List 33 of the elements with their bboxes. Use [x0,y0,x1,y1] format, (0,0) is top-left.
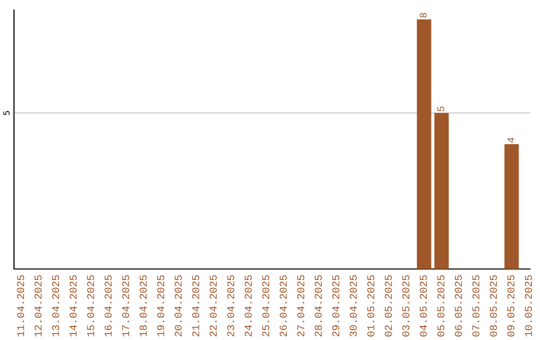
x-tick-label: 01.05.2025 [367,275,374,336]
x-tick-label: 16.04.2025 [104,275,112,336]
x-tick-label: 13.04.2025 [52,275,60,336]
x-tick-label: 29.04.2025 [332,275,340,336]
x-tick-label: 11.04.2025 [17,275,24,336]
x-tick-label: 15.04.2025 [87,275,94,336]
x-tick-label: 10.05.2025 [524,275,532,336]
data-label: 4 [507,138,514,143]
x-tick-label: 18.04.2025 [140,275,147,336]
x-tick-label: 22.04.2025 [210,275,217,336]
x-tick-label: 12.04.2025 [34,275,42,336]
x-tick-label: 21.04.2025 [192,275,200,336]
x-tick-label: 26.04.2025 [280,275,287,336]
x-tick-label: 27.04.2025 [297,275,304,336]
x-tick-label: 14.04.2025 [70,275,77,336]
x-tick-label: 30.04.2025 [350,275,357,336]
x-tick-label: 06.05.2025 [454,275,462,336]
x-tick-label: 03.05.2025 [402,275,410,336]
x-tick-label: 08.05.2025 [490,275,497,336]
x-tick-label: 17.04.2025 [122,275,130,336]
x-tick-label: 19.04.2025 [157,275,164,336]
x-tick-label: 05.05.2025 [437,275,444,336]
x-tick-label: 09.05.2025 [507,275,514,336]
x-tick-label: 04.05.2025 [420,275,427,336]
x-tick-label: 23.04.2025 [227,275,234,336]
x-tick-label: 02.05.2025 [384,275,392,336]
x-tick-label: 28.04.2025 [314,275,322,336]
data-label: 5 [437,106,444,112]
x-tick-label: 24.04.2025 [244,275,252,336]
x-tick-label: 07.05.2025 [472,275,480,336]
x-tick-label: 20.04.2025 [174,275,182,336]
x-tick-label: 25.04.2025 [262,275,270,336]
data-label: 8 [420,12,427,18]
